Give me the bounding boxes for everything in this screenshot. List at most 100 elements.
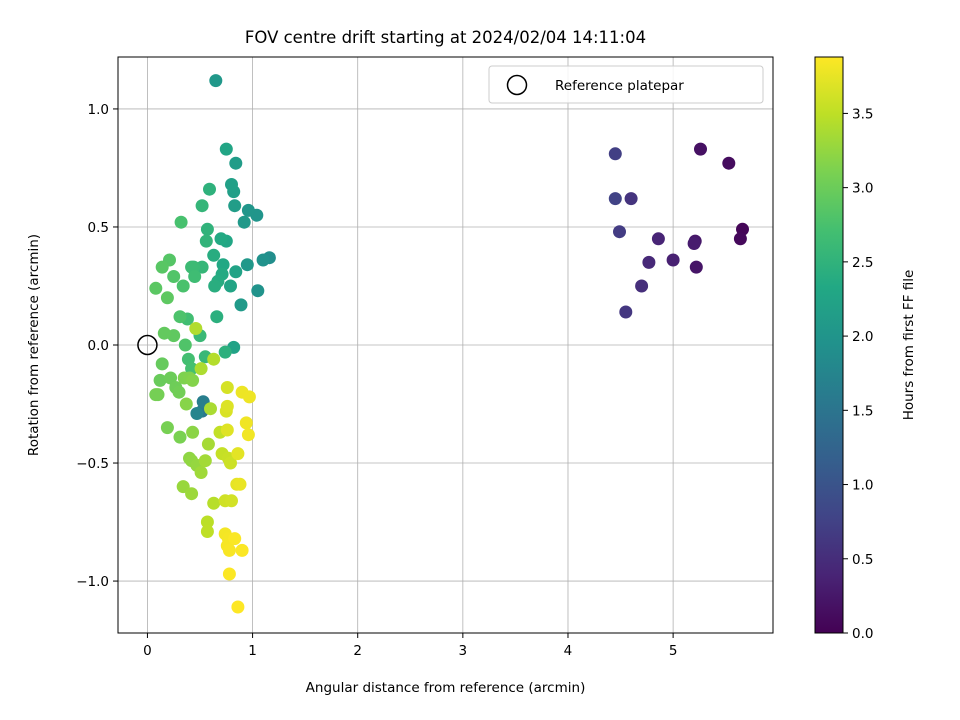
scatter-point bbox=[239, 416, 253, 430]
scatter-point bbox=[220, 423, 234, 437]
x-tick-label: 1 bbox=[248, 643, 257, 659]
scatter-point bbox=[176, 279, 190, 293]
scatter-point bbox=[189, 322, 203, 335]
y-tick-label: −1.0 bbox=[76, 574, 109, 590]
y-axis: −1.0 −0.5 0.0 0.5 1.0 bbox=[76, 102, 118, 590]
scatter-point bbox=[642, 255, 656, 269]
scatter-points bbox=[149, 74, 749, 614]
scatter-point bbox=[235, 543, 249, 557]
scatter-point bbox=[200, 515, 214, 529]
legend: Reference platepar bbox=[488, 65, 764, 104]
scatter-point bbox=[689, 260, 703, 274]
x-tick-label: 4 bbox=[564, 643, 573, 659]
scatter-point bbox=[208, 279, 222, 293]
scatter-point bbox=[218, 345, 232, 359]
scatter-point bbox=[228, 199, 242, 213]
scatter-point bbox=[194, 466, 208, 479]
scatter-point bbox=[651, 232, 665, 246]
colorbar-tick-label: 0.0 bbox=[852, 626, 873, 642]
scatter-point bbox=[173, 310, 187, 324]
x-axis-label: Angular distance from reference (arcmin) bbox=[306, 680, 586, 696]
scatter-point bbox=[185, 487, 199, 501]
scatter-point bbox=[195, 199, 209, 213]
scatter-point bbox=[613, 225, 626, 239]
x-tick-label: 2 bbox=[353, 643, 362, 659]
legend-marker-open-circle bbox=[506, 74, 528, 96]
colorbar-label: Hours from first FF file bbox=[901, 270, 917, 421]
scatter-point bbox=[224, 456, 237, 470]
colorbar-tick-label: 1.5 bbox=[852, 403, 873, 419]
grid-lines bbox=[118, 57, 773, 633]
scatter-point bbox=[164, 371, 178, 385]
scatter-point bbox=[233, 477, 247, 491]
reference-platepar-marker bbox=[137, 334, 158, 356]
scatter-point bbox=[149, 281, 163, 295]
scatter-point bbox=[167, 270, 181, 283]
colorbar-tick-label: 2.5 bbox=[852, 255, 873, 271]
scatter-point bbox=[242, 390, 256, 404]
colorbar-tick-label: 3.5 bbox=[852, 106, 873, 122]
legend-box bbox=[488, 65, 764, 104]
scatter-point bbox=[231, 600, 245, 614]
scatter-point bbox=[229, 265, 243, 279]
scatter-point bbox=[172, 385, 186, 399]
scatter-point bbox=[241, 203, 255, 217]
chart-title: FOV centre drift starting at 2024/02/04 … bbox=[245, 28, 646, 47]
legend-entry-label: Reference platepar bbox=[555, 78, 684, 94]
y-tick-label: 0.0 bbox=[88, 338, 109, 354]
colorbar-ticks: 0.0 0.5 1.0 1.5 2.0 2.5 3.0 3.5 bbox=[843, 106, 873, 642]
scatter-point bbox=[225, 178, 238, 191]
scatter-point bbox=[207, 352, 221, 366]
scatter-point bbox=[155, 260, 169, 274]
y-tick-label: −0.5 bbox=[76, 456, 109, 472]
scatter-point bbox=[209, 74, 223, 88]
y-axis-label: Rotation from reference (arcmin) bbox=[26, 234, 42, 456]
scatter-point bbox=[624, 192, 638, 206]
x-tick-label: 0 bbox=[143, 643, 152, 659]
scatter-point bbox=[174, 215, 188, 229]
scatter-point bbox=[222, 543, 236, 557]
scatter-point bbox=[229, 156, 243, 170]
scatter-point bbox=[204, 402, 217, 416]
scatter-point bbox=[608, 147, 622, 161]
scatter-point bbox=[173, 430, 187, 444]
x-tick-label: 5 bbox=[669, 643, 678, 659]
scatter-point bbox=[694, 142, 707, 156]
scatter-point bbox=[186, 425, 200, 439]
scatter-point bbox=[149, 388, 163, 402]
scatter-point bbox=[207, 248, 221, 262]
scatter-point bbox=[666, 253, 680, 267]
scatter-point bbox=[219, 142, 233, 156]
scatter-point bbox=[237, 215, 251, 229]
scatter-point bbox=[186, 373, 200, 387]
scatter-point bbox=[608, 192, 622, 206]
y-tick-label: 1.0 bbox=[88, 102, 109, 118]
scatter-point bbox=[190, 407, 204, 420]
scatter-point bbox=[160, 291, 174, 305]
scatter-point bbox=[155, 357, 169, 371]
scatter-point bbox=[256, 253, 270, 267]
scatter-point bbox=[224, 279, 237, 293]
scatter-point bbox=[200, 525, 214, 538]
scatter-point bbox=[220, 399, 234, 413]
scatter-point bbox=[160, 421, 174, 435]
scatter-point bbox=[619, 305, 633, 319]
scatter-point bbox=[214, 232, 228, 246]
x-axis: 0 1 2 3 4 5 bbox=[143, 633, 677, 659]
scatter-point bbox=[240, 258, 254, 272]
colorbar-tick-label: 0.5 bbox=[852, 552, 873, 568]
scatter-point bbox=[153, 373, 167, 387]
scatter-point bbox=[199, 234, 213, 248]
scatter-point bbox=[203, 182, 216, 196]
colorbar-tick-label: 3.0 bbox=[852, 181, 873, 197]
scatter-point bbox=[194, 362, 208, 376]
colorbar-tick-label: 1.0 bbox=[852, 478, 873, 494]
scatter-point bbox=[201, 437, 215, 451]
scatter-point bbox=[635, 279, 649, 293]
scatter-point bbox=[234, 298, 248, 312]
scatter-point bbox=[241, 428, 255, 442]
scatter-point bbox=[220, 381, 234, 394]
scatter-point bbox=[210, 310, 224, 324]
colorbar-gradient bbox=[814, 56, 844, 634]
